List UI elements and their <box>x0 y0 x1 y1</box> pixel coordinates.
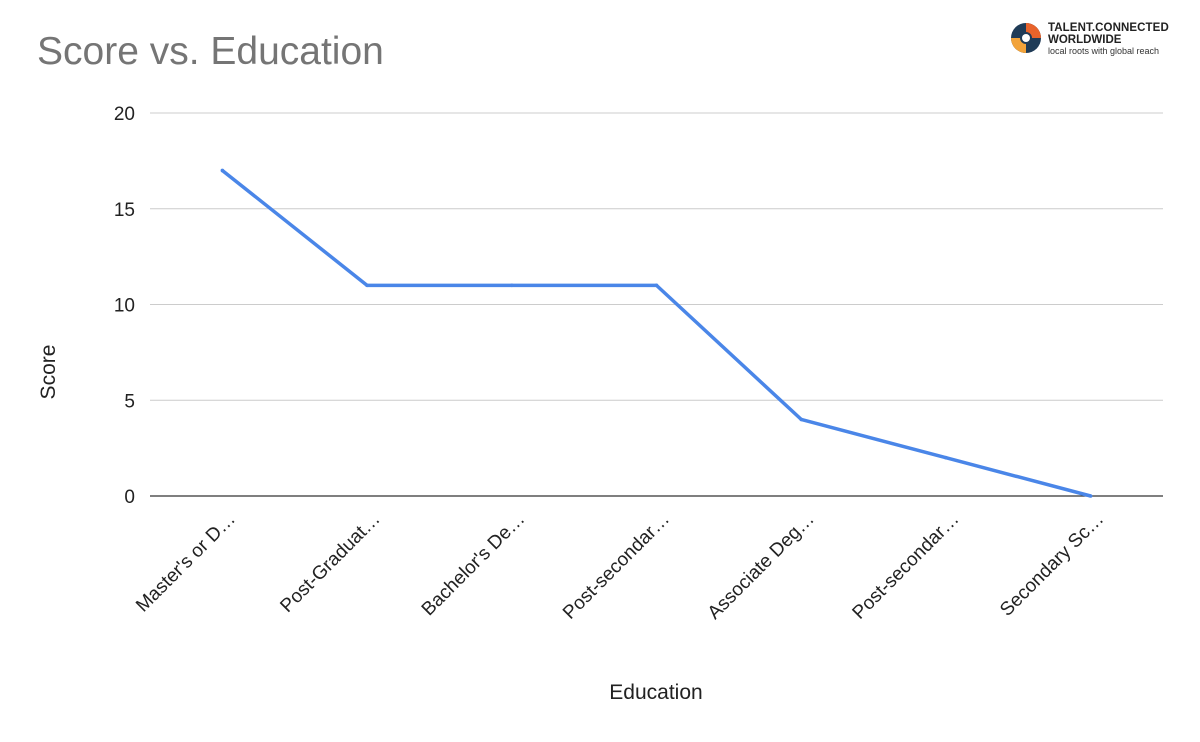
x-tick-label: Post-secondar… <box>849 509 964 624</box>
y-tick-label: 0 <box>124 487 135 508</box>
data-point <box>654 283 659 288</box>
chart-title: Score vs. Education <box>37 30 384 73</box>
y-tick-label: 5 <box>124 391 135 412</box>
data-point <box>509 283 514 288</box>
data-point <box>944 455 948 460</box>
series-line <box>221 169 1092 498</box>
data-point <box>220 168 225 173</box>
logo-tagline: local roots with global reach <box>1048 46 1160 56</box>
logo-line2: WORLDWIDE <box>1048 34 1122 46</box>
data-point <box>799 417 804 422</box>
x-tick-label: Bachelor's De… <box>418 509 530 621</box>
logo-icon <box>1011 23 1041 53</box>
y-tick-label: 20 <box>114 104 135 125</box>
y-tick-label: 15 <box>114 200 135 221</box>
y-tick-label: 10 <box>114 296 135 317</box>
y-axis-title: Score <box>37 345 60 400</box>
data-point <box>1088 494 1093 498</box>
x-axis-title: Education <box>609 681 702 704</box>
x-tick-label: Post-Graduat… <box>276 509 384 617</box>
company-logo: TALENT.CONNECTED WORLDWIDE local roots w… <box>1010 20 1170 60</box>
x-tick-label: Secondary Sc… <box>996 509 1108 621</box>
x-tick-label: Associate Deg… <box>704 509 819 624</box>
x-tick-label: Post-secondar… <box>559 509 674 624</box>
data-point <box>365 283 369 288</box>
logo-line1: TALENT.CONNECTED <box>1048 22 1169 34</box>
x-tick-label: Master's or D… <box>132 509 240 617</box>
